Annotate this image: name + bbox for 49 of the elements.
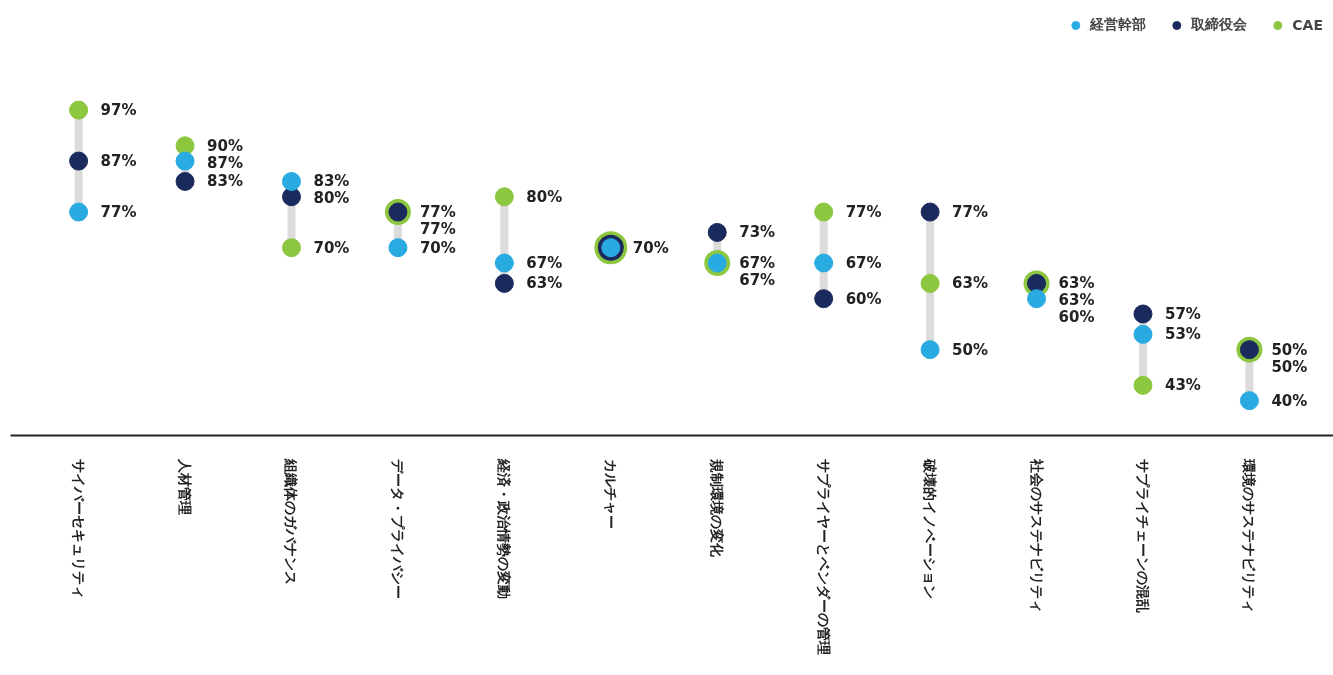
data-label: 63% [526,274,563,293]
data-label: 40% [1271,391,1308,410]
x-tick-label: カルチャー [602,459,619,530]
legend-label: CAE [1292,17,1323,33]
data-label: 60% [1058,308,1095,327]
x-tick-label: 破壊的イノベーション [922,458,939,600]
data-label: 77% [100,203,137,222]
data-label: 67% [739,254,776,273]
x-tick-label: 経済・政治情勢の変動 [496,458,513,600]
data-label: 97% [100,101,137,120]
data-label: 70% [419,238,456,257]
data-label: 63% [952,274,989,293]
x-tick-label: 人材管理 [177,458,194,516]
x-tick-label: サプライヤーとベンダーの管理 [815,459,832,656]
data-label: 43% [1164,376,1201,395]
data-label: 67% [845,254,882,273]
data-label: 53% [1164,325,1201,344]
data-label: 77% [845,203,882,222]
legend-label: 経営幹部 [1090,16,1147,34]
data-label: 83% [207,172,243,191]
data-label: 50% [952,340,989,359]
data-label: 73% [739,223,776,242]
data-label: 50% [1271,340,1308,359]
data-label: 50% [1271,357,1308,376]
data-label: 63% [1058,274,1095,293]
data-label: 77% [419,203,456,222]
data-label: 80% [526,187,563,206]
legend-label: 取締役会 [1191,16,1248,34]
x-tick-label: サプライチェーンの混乱 [1134,459,1151,614]
data-label: 67% [739,271,776,290]
data-label: 70% [313,238,350,257]
data-label: 67% [526,254,563,273]
x-tick-label: データ・プライバシー [389,459,406,600]
data-label: 87% [100,152,137,171]
data-label: 60% [845,289,882,308]
data-label: 80% [313,189,350,208]
data-label: 57% [1164,304,1201,323]
x-tick-label: 組織体のガバナンス [283,458,300,586]
x-tick-label: サイバーセキュリティ [70,459,87,600]
data-label: 77% [419,220,456,239]
x-tick-label: 環境のサステナビリティ [1241,458,1258,614]
x-tick-label: 規制環境の変化 [709,458,726,559]
x-tick-label: 社会のサステナビリティ [1028,458,1045,614]
data-label: 90% [207,136,243,155]
data-label: 83% [313,172,350,191]
data-label: 63% [1058,291,1095,310]
data-label: 77% [952,203,989,222]
data-label: 87% [207,153,243,172]
data-label: 70% [632,238,669,257]
